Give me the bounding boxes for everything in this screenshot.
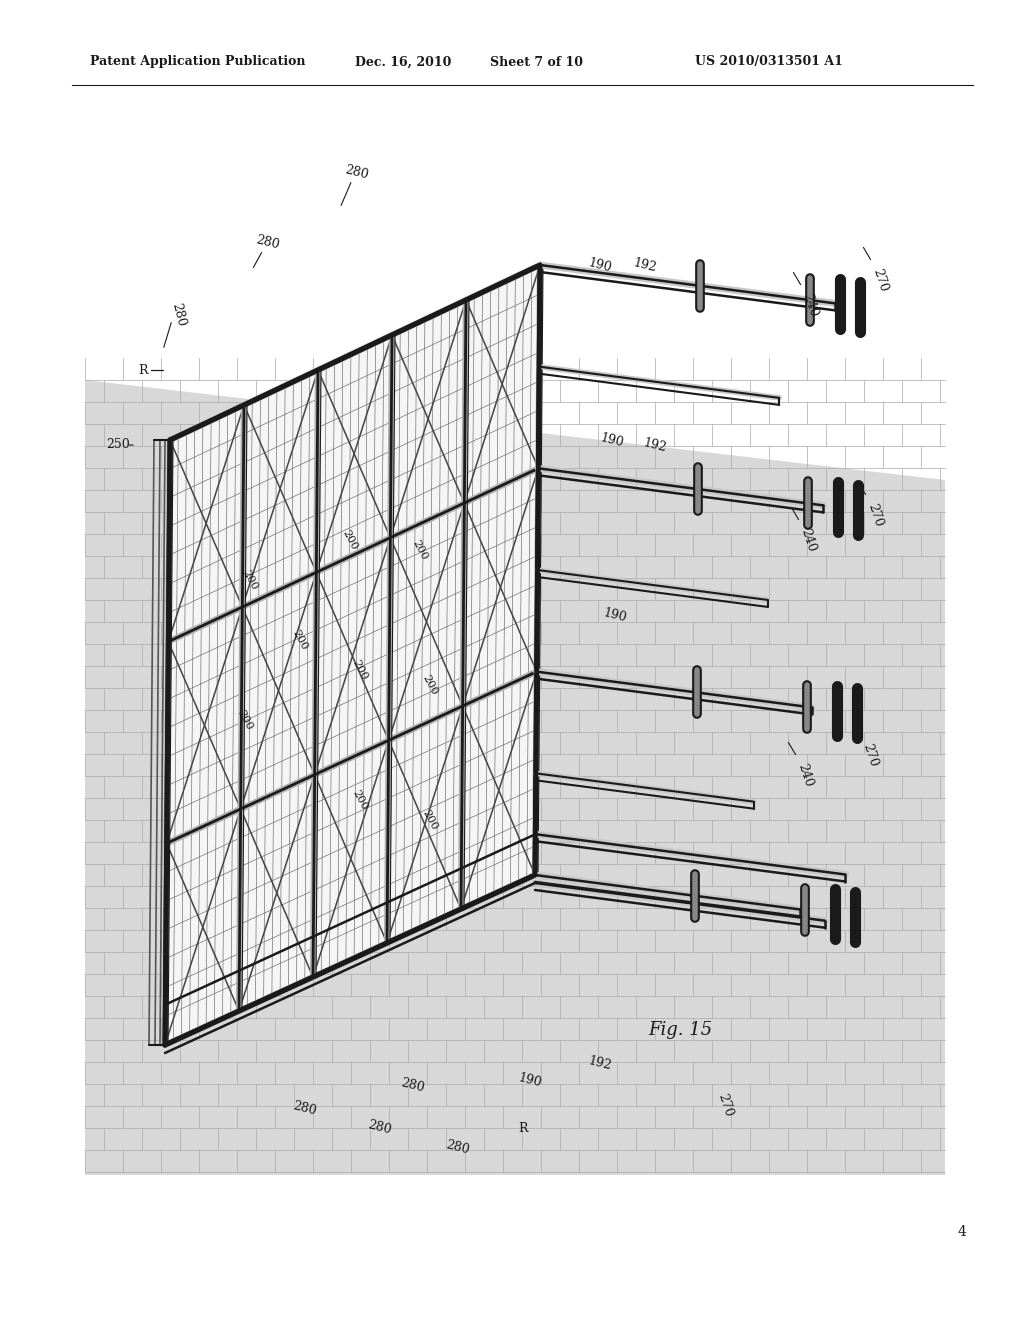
Text: R: R [518,1122,527,1134]
Text: 200: 200 [411,539,429,562]
Text: US 2010/0313501 A1: US 2010/0313501 A1 [695,55,843,69]
Text: 192: 192 [642,436,668,454]
Text: 280: 280 [292,1098,318,1117]
Text: 280: 280 [367,1118,393,1137]
Text: 280: 280 [255,232,282,251]
Text: 240: 240 [798,527,818,553]
Text: 200: 200 [341,528,359,552]
Polygon shape [85,380,945,1175]
Polygon shape [165,265,540,1045]
Text: 190: 190 [599,430,626,449]
Text: 250: 250 [106,438,130,451]
Text: 270: 270 [865,502,885,528]
Text: 270: 270 [860,742,880,768]
Text: 200: 200 [236,709,254,731]
Text: 200: 200 [350,788,370,812]
Text: 280: 280 [344,162,370,181]
Text: Dec. 16, 2010: Dec. 16, 2010 [355,55,452,69]
Text: 200: 200 [421,808,439,832]
Text: 270: 270 [715,1092,735,1118]
Text: 280: 280 [444,1138,471,1156]
Text: R: R [138,363,147,376]
Text: 240: 240 [795,762,815,788]
Text: 200: 200 [241,568,259,591]
Text: 270: 270 [870,267,890,293]
Text: 200: 200 [291,628,309,652]
Text: 190: 190 [587,256,613,275]
Text: 192: 192 [587,1053,613,1072]
Text: 200: 200 [350,659,370,682]
Text: 190: 190 [602,606,628,624]
Text: 240: 240 [800,292,820,318]
Text: 280: 280 [169,302,187,329]
Text: 200: 200 [421,673,439,697]
Text: 280: 280 [399,1076,426,1094]
Text: 192: 192 [632,256,658,275]
Text: 190: 190 [517,1071,543,1089]
Text: Patent Application Publication: Patent Application Publication [90,55,305,69]
Text: Sheet 7 of 10: Sheet 7 of 10 [490,55,583,69]
Text: 4: 4 [958,1225,967,1239]
Text: Fig. 15: Fig. 15 [648,1020,712,1039]
